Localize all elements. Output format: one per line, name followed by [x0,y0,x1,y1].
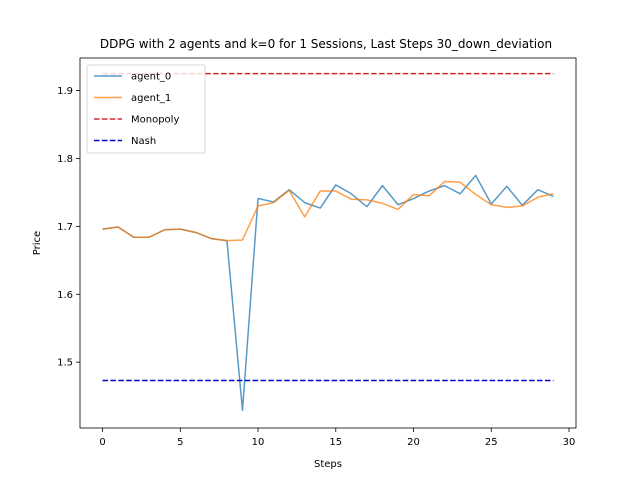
y-axis-label: Price [32,231,43,255]
legend: agent_0 agent_1 Monopoly Nash [86,64,206,154]
legend-label: Nash [131,136,156,147]
x-tick-label: 5 [177,437,183,448]
x-axis-label: Steps [314,459,342,470]
y-tick-label: 1.5 [57,358,73,369]
x-axis: 0 5 10 15 20 25 30 [99,428,575,448]
y-axis: 1.5 1.6 1.7 1.8 1.9 [57,86,80,369]
series-line-agent-1 [102,180,554,242]
y-tick-label: 1.6 [57,290,73,301]
axes-frame [79,57,577,429]
x-tick-label: 30 [563,437,576,448]
legend-label: agent_0 [131,72,171,83]
x-tick-label: 25 [485,437,498,448]
legend-label: Monopoly [131,115,179,126]
y-tick-label: 1.8 [57,154,73,165]
x-tick-label: 20 [407,437,420,448]
legend-box [86,64,206,154]
chart-title: DDPG with 2 agents and k=0 for 1 Session… [100,37,552,51]
x-tick-label: 15 [329,437,342,448]
legend-label: agent_1 [131,93,171,104]
y-tick-label: 1.7 [57,222,73,233]
x-tick-label: 0 [99,437,105,448]
y-tick-label: 1.9 [57,86,73,97]
x-tick-label: 10 [252,437,265,448]
